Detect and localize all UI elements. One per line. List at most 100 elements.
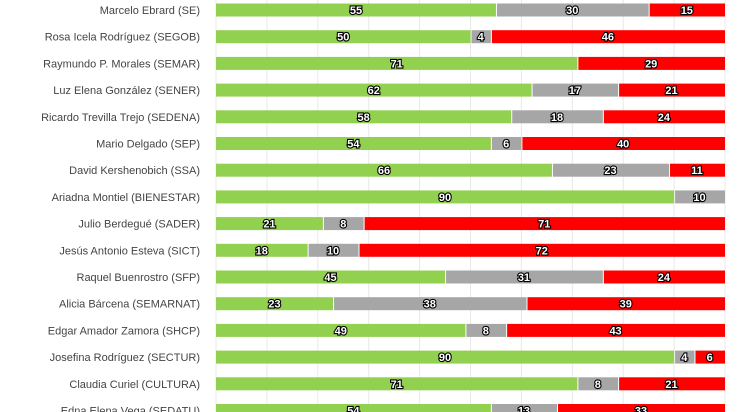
bar-segment — [603, 270, 725, 284]
data-label: 66 — [378, 165, 390, 177]
bar-segment — [216, 297, 334, 311]
data-label: 31 — [518, 272, 530, 284]
data-label: 71 — [391, 379, 403, 391]
data-label: 8 — [340, 219, 346, 231]
category-label: Rosa Icela Rodríguez (SEGOB) — [45, 32, 200, 44]
data-label: 13 — [518, 406, 530, 412]
data-label: 54 — [347, 139, 360, 151]
bar-segment — [216, 217, 323, 231]
data-label: 6 — [503, 139, 509, 151]
bar-segment — [216, 404, 491, 412]
bar-segment — [216, 137, 491, 150]
bar-segment — [216, 30, 471, 44]
category-label: Alicia Bárcena (SEMARNAT) — [59, 299, 200, 311]
data-label: 38 — [424, 299, 436, 311]
category-label: Julio Berdegué (SADER) — [78, 219, 200, 231]
data-label: 71 — [391, 58, 403, 70]
category-label: Ricardo Trevilla Trejo (SEDENA) — [41, 112, 200, 124]
data-label: 72 — [536, 245, 548, 257]
category-label: Marcelo Ebrard (SE) — [100, 5, 200, 17]
data-label: 39 — [620, 299, 632, 311]
bar-segment — [216, 243, 308, 257]
data-label: 11 — [691, 165, 703, 177]
category-label: David Kershenobich (SSA) — [69, 165, 200, 177]
data-label: 54 — [347, 406, 360, 412]
data-label: 23 — [604, 165, 616, 177]
bar-segment — [496, 3, 649, 17]
bar-segment — [359, 243, 725, 257]
category-label: Claudia Curiel (CULTURA) — [69, 379, 200, 391]
data-label: 15 — [681, 5, 693, 17]
category-label: Luz Elena González (SENER) — [53, 85, 200, 97]
bar-segment — [603, 110, 725, 124]
bar-segment — [619, 377, 725, 391]
data-label: 49 — [335, 325, 347, 337]
category-label: Jesús Antonio Esteva (SICT) — [59, 245, 200, 257]
bar-segment — [216, 323, 466, 337]
bar-segment — [216, 3, 496, 17]
data-label: 17 — [569, 85, 581, 97]
bar-segment — [522, 137, 725, 150]
bar-segment — [216, 56, 578, 70]
bar-segment — [578, 377, 619, 391]
category-label: Ariadna Montiel (BIENESTAR) — [52, 192, 200, 204]
bar-segment — [558, 404, 725, 412]
bar-segment — [527, 297, 725, 311]
data-label: 23 — [268, 299, 280, 311]
bar-segment — [216, 270, 446, 284]
data-label: 10 — [693, 192, 705, 204]
bar-segment — [695, 350, 725, 364]
category-label: Edna Elena Vega (SEDATU) — [61, 406, 200, 412]
bar-segment — [364, 217, 725, 231]
data-label: 45 — [324, 272, 336, 284]
bar-segment — [334, 297, 527, 311]
bar-segment — [491, 30, 725, 44]
bar-segment — [552, 163, 670, 177]
data-label: 90 — [439, 352, 451, 364]
bar-segment — [512, 110, 603, 124]
data-label: 29 — [645, 58, 657, 70]
data-label: 33 — [635, 406, 647, 412]
data-label: 21 — [665, 379, 677, 391]
data-label: 46 — [602, 32, 614, 44]
data-label: 8 — [595, 379, 601, 391]
bar-segment — [670, 163, 725, 177]
data-label: 18 — [551, 112, 563, 124]
category-label: Raymundo P. Morales (SEMAR) — [43, 58, 200, 70]
category-label: Edgar Amador Zamora (SHCP) — [48, 325, 200, 337]
bar-segment — [491, 404, 558, 412]
bar-segment — [507, 323, 725, 337]
bar-segment — [216, 163, 552, 177]
bar-segment — [216, 350, 675, 364]
data-label: 40 — [617, 139, 629, 151]
data-label: 10 — [327, 245, 339, 257]
data-label: 4 — [478, 32, 485, 44]
bar-segment — [466, 323, 507, 337]
bar-segment — [578, 56, 725, 70]
data-label: 24 — [658, 272, 671, 284]
category-label: Josefina Rodríguez (SECTUR) — [50, 352, 200, 364]
bar-segment — [323, 217, 364, 231]
data-label: 50 — [337, 32, 349, 44]
data-label: 55 — [350, 5, 362, 17]
bar-segment — [649, 3, 725, 17]
data-label: 30 — [566, 5, 578, 17]
data-label: 4 — [681, 352, 688, 364]
bar-segment — [446, 270, 603, 284]
data-label: 18 — [256, 245, 268, 257]
bar-segment — [216, 110, 512, 124]
data-label: 24 — [658, 112, 671, 124]
data-label: 58 — [357, 112, 369, 124]
data-label: 6 — [707, 352, 713, 364]
category-label: Mario Delgado (SEP) — [96, 139, 200, 151]
data-label: 21 — [263, 219, 275, 231]
data-label: 21 — [665, 85, 677, 97]
bar-segment — [619, 83, 725, 97]
data-label: 43 — [609, 325, 621, 337]
data-label: 62 — [368, 85, 380, 97]
bar-segment — [216, 190, 675, 204]
bar-segment — [675, 350, 695, 364]
bar-segment — [216, 83, 532, 97]
bar-segment — [491, 137, 522, 150]
